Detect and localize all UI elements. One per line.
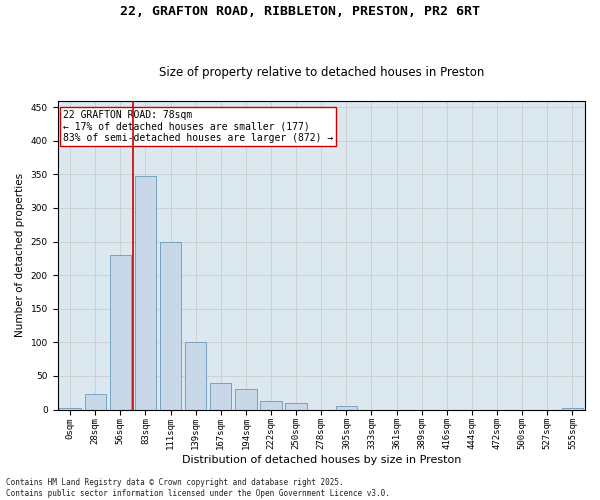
Bar <box>160 242 181 410</box>
Bar <box>562 408 583 410</box>
Y-axis label: Number of detached properties: Number of detached properties <box>15 173 25 337</box>
Bar <box>336 406 357 409</box>
Text: 22, GRAFTON ROAD, RIBBLETON, PRESTON, PR2 6RT: 22, GRAFTON ROAD, RIBBLETON, PRESTON, PR… <box>120 5 480 18</box>
Text: 22 GRAFTON ROAD: 78sqm
← 17% of detached houses are smaller (177)
83% of semi-de: 22 GRAFTON ROAD: 78sqm ← 17% of detached… <box>63 110 333 143</box>
Title: Size of property relative to detached houses in Preston: Size of property relative to detached ho… <box>158 66 484 78</box>
Bar <box>260 401 282 409</box>
Bar <box>110 255 131 410</box>
Bar <box>59 408 81 410</box>
Bar <box>235 390 257 409</box>
Bar <box>286 403 307 409</box>
Text: Contains HM Land Registry data © Crown copyright and database right 2025.
Contai: Contains HM Land Registry data © Crown c… <box>6 478 390 498</box>
X-axis label: Distribution of detached houses by size in Preston: Distribution of detached houses by size … <box>182 455 461 465</box>
Bar <box>135 176 156 410</box>
Bar <box>185 342 206 409</box>
Bar <box>85 394 106 409</box>
Bar <box>210 382 232 409</box>
